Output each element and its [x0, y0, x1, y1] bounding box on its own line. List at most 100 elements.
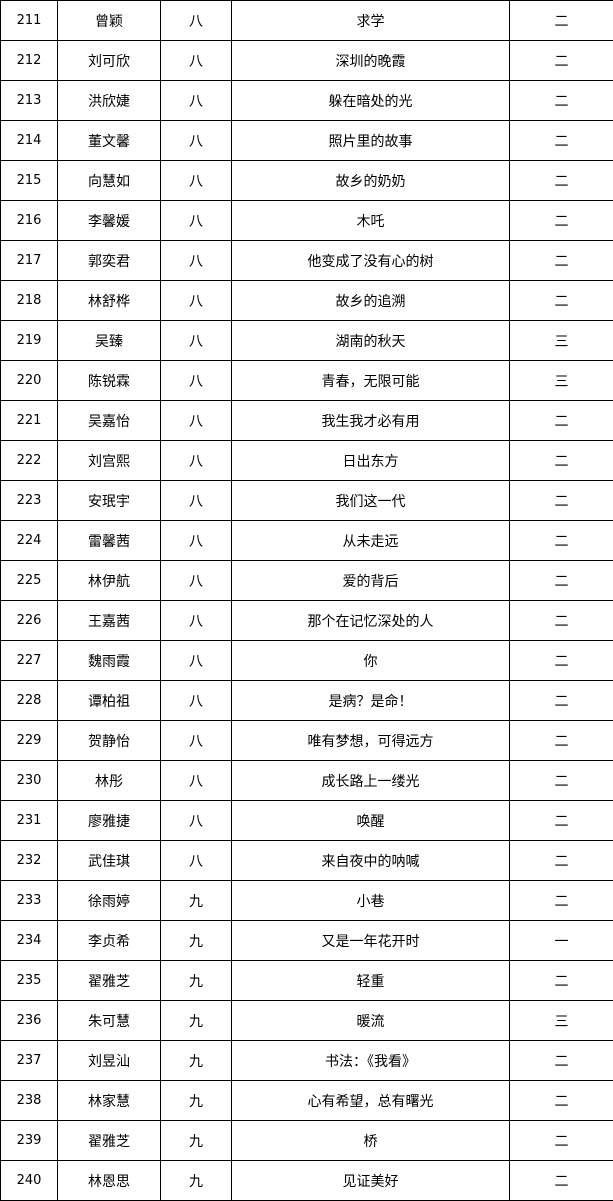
table-row: 213 洪欣婕八躲在暗处的光二	[0, 80, 613, 121]
award-cell: 二	[509, 1160, 613, 1201]
number-cell: 213	[0, 80, 58, 121]
number-cell: 221	[0, 400, 58, 441]
title-cell: 他变成了没有心的树	[231, 240, 510, 281]
number-cell: 231	[0, 800, 58, 841]
number-cell: 228	[0, 680, 58, 721]
grade-cell: 八	[160, 360, 232, 401]
number-cell: 219	[0, 320, 58, 361]
grade-cell: 八	[160, 80, 232, 121]
grade-cell: 九	[160, 960, 232, 1001]
title-cell: 心有希望，总有曙光	[231, 1080, 510, 1121]
name-cell: 王嘉茜	[57, 600, 161, 641]
grade-cell: 八	[160, 800, 232, 841]
title-cell: 来自夜中的呐喊	[231, 840, 510, 881]
name-cell: 贺静怡	[57, 720, 161, 761]
number-cell: 237	[0, 1040, 58, 1081]
table-row: 232 武佳琪八来自夜中的呐喊二	[0, 840, 613, 881]
name-cell: 洪欣婕	[57, 80, 161, 121]
table-row: 230 林彤八成长路上一缕光二	[0, 760, 613, 801]
award-cell: 二	[509, 760, 613, 801]
grade-cell: 九	[160, 920, 232, 961]
number-cell: 212	[0, 40, 58, 81]
number-cell: 220	[0, 360, 58, 401]
name-cell: 雷馨茜	[57, 520, 161, 561]
award-cell: 二	[509, 160, 613, 201]
name-cell: 翟雅芝	[57, 960, 161, 1001]
number-cell: 230	[0, 760, 58, 801]
award-cell: 二	[509, 80, 613, 121]
name-cell: 吴臻	[57, 320, 161, 361]
table-row: 239 翟雅芝九桥二	[0, 1120, 613, 1161]
number-cell: 233	[0, 880, 58, 921]
grade-cell: 八	[160, 40, 232, 81]
grade-cell: 九	[160, 880, 232, 921]
grade-cell: 八	[160, 120, 232, 161]
title-cell: 日出东方	[231, 440, 510, 481]
number-cell: 238	[0, 1080, 58, 1121]
name-cell: 曾颖	[57, 0, 161, 41]
table-row: 235 翟雅芝九轻重二	[0, 960, 613, 1001]
table-row: 219 吴臻八湖南的秋天三	[0, 320, 613, 361]
number-cell: 222	[0, 440, 58, 481]
title-cell: 故乡的追溯	[231, 280, 510, 321]
title-cell: 书法：《我看》	[231, 1040, 510, 1081]
title-cell: 湖南的秋天	[231, 320, 510, 361]
name-cell: 林伊航	[57, 560, 161, 601]
award-cell: 二	[509, 600, 613, 641]
table-row: 222 刘宫熙八日出东方二	[0, 440, 613, 481]
name-cell: 谭柏祖	[57, 680, 161, 721]
table-row: 215 向慧如八故乡的奶奶二	[0, 160, 613, 201]
title-cell: 故乡的奶奶	[231, 160, 510, 201]
table-row: 217 郭奕君八他变成了没有心的树二	[0, 240, 613, 281]
title-cell: 轻重	[231, 960, 510, 1001]
grade-cell: 八	[160, 320, 232, 361]
title-cell: 唯有梦想，可得远方	[231, 720, 510, 761]
name-cell: 郭奕君	[57, 240, 161, 281]
award-cell: 二	[509, 1040, 613, 1081]
award-cell: 二	[509, 280, 613, 321]
title-cell: 唤醒	[231, 800, 510, 841]
title-cell: 躲在暗处的光	[231, 80, 510, 121]
name-cell: 林家慧	[57, 1080, 161, 1121]
grade-cell: 八	[160, 640, 232, 681]
name-cell: 魏雨霞	[57, 640, 161, 681]
name-cell: 陈锐霖	[57, 360, 161, 401]
table-row: 234 李贞希九又是一年花开时一	[0, 920, 613, 961]
table-row: 224 雷馨茜八从未走远二	[0, 520, 613, 561]
table-row: 228 谭柏祖八是病？是命！二	[0, 680, 613, 721]
grade-cell: 八	[160, 720, 232, 761]
number-cell: 229	[0, 720, 58, 761]
number-cell: 216	[0, 200, 58, 241]
award-cell: 二	[509, 520, 613, 561]
name-cell: 翟雅芝	[57, 1120, 161, 1161]
title-cell: 见证美好	[231, 1160, 510, 1201]
grade-cell: 九	[160, 1000, 232, 1041]
number-cell: 225	[0, 560, 58, 601]
grade-cell: 八	[160, 520, 232, 561]
title-cell: 我生我才必有用	[231, 400, 510, 441]
table-row: 238 林家慧九心有希望，总有曙光二	[0, 1080, 613, 1121]
award-cell: 二	[509, 720, 613, 761]
grade-cell: 九	[160, 1160, 232, 1201]
number-cell: 227	[0, 640, 58, 681]
title-cell: 我们这一代	[231, 480, 510, 521]
number-cell: 218	[0, 280, 58, 321]
table-row: 214 董文馨八照片里的故事二	[0, 120, 613, 161]
name-cell: 林舒桦	[57, 280, 161, 321]
award-cell: 一	[509, 920, 613, 961]
award-cell: 二	[509, 1120, 613, 1161]
title-cell: 从未走远	[231, 520, 510, 561]
table-row: 229 贺静怡八唯有梦想，可得远方二	[0, 720, 613, 761]
number-cell: 217	[0, 240, 58, 281]
name-cell: 武佳琪	[57, 840, 161, 881]
number-cell: 224	[0, 520, 58, 561]
number-cell: 223	[0, 480, 58, 521]
number-cell: 232	[0, 840, 58, 881]
number-cell: 211	[0, 0, 58, 41]
title-cell: 成长路上一缕光	[231, 760, 510, 801]
grade-cell: 八	[160, 160, 232, 201]
award-cell: 二	[509, 200, 613, 241]
award-cell: 二	[509, 400, 613, 441]
name-cell: 廖雅捷	[57, 800, 161, 841]
